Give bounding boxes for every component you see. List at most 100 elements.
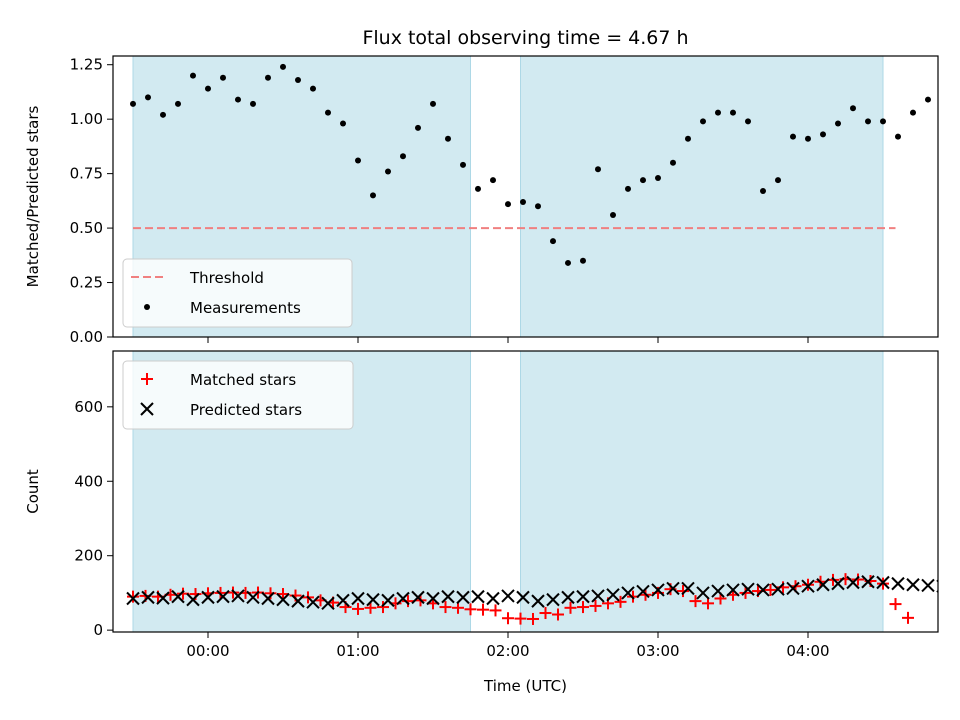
x-a — [936, 579, 938, 583]
legend-predicted-swatch — [140, 402, 154, 416]
matched-stars-point — [514, 612, 527, 625]
measurement-point — [715, 109, 721, 116]
measurement-point — [175, 100, 181, 107]
matched-stars-point — [677, 585, 689, 598]
matched-stars-point — [589, 599, 602, 612]
x-b — [456, 590, 470, 605]
matched-stars-point — [689, 595, 702, 608]
x-b — [846, 575, 860, 590]
y-tick-label: 0.25 — [70, 274, 103, 292]
measurement-point — [220, 74, 226, 81]
x-b — [486, 591, 500, 606]
matched-stars-point — [464, 603, 477, 616]
legend-measurement-swatch — [144, 304, 150, 310]
predicted-stars-point — [786, 581, 800, 596]
x-b — [321, 596, 335, 611]
matched-stars-point — [502, 612, 514, 625]
x-b — [366, 592, 380, 607]
matched-stars-point — [277, 588, 289, 601]
measurement-point — [625, 185, 631, 192]
x-b — [231, 589, 245, 603]
y-axis-label: Count — [24, 469, 42, 514]
x-b — [441, 589, 455, 604]
panel-count: 0 200 400 600 00:00 01:00 02:00 03:00 04:00 Count… — [24, 350, 939, 695]
legend-label: Predicted stars — [190, 401, 302, 419]
x-b — [906, 578, 920, 592]
predicted-stars-point — [756, 583, 770, 597]
y-tick-label: 200 — [74, 547, 103, 565]
matched-stars-point — [402, 595, 414, 608]
predicted-stars-point — [201, 590, 215, 605]
predicted-stars-point — [741, 582, 755, 596]
predicted-stars-point — [726, 583, 740, 597]
predicted-stars-point — [156, 591, 170, 605]
x-b — [936, 589, 938, 593]
x-b — [306, 595, 320, 609]
measurement-point — [400, 153, 406, 160]
y-tick-label: 1.00 — [70, 110, 103, 128]
matched-stars-point — [802, 578, 814, 591]
measurement-point — [940, 103, 946, 109]
predicted-stars-point — [936, 579, 938, 593]
predicted-stars-point — [351, 591, 365, 606]
x-b — [156, 591, 170, 605]
x-b — [351, 591, 365, 606]
x-b — [681, 581, 695, 596]
predicted-stars-point — [876, 575, 890, 590]
legend-label: Matched stars — [190, 371, 296, 389]
axes-frame — [112, 55, 939, 338]
measurement-point — [235, 96, 241, 103]
legend-box — [122, 258, 353, 328]
x-b — [861, 575, 875, 589]
legend-label: Threshold — [189, 269, 264, 287]
predicted-stars-point — [651, 583, 665, 597]
matched-stars-point — [227, 586, 239, 599]
x-tick-label: 00:00 — [186, 642, 229, 660]
predicted-stars-point — [141, 590, 155, 605]
predicted-stars-point — [891, 576, 905, 591]
measurement-point — [475, 185, 481, 192]
measurement-point — [550, 238, 556, 245]
predicted-stars-point — [306, 595, 320, 609]
x-b — [141, 590, 155, 605]
measurement-point — [205, 85, 211, 92]
measurement-point — [760, 188, 766, 195]
measurement-point — [160, 111, 166, 118]
x-tick-label: 03:00 — [636, 642, 679, 660]
predicted-stars-point — [231, 589, 245, 603]
measurement-point — [355, 157, 361, 164]
matched-stars-point — [577, 601, 589, 614]
x-b — [291, 594, 305, 608]
x-b — [606, 588, 620, 602]
x-b — [471, 589, 485, 604]
x-b — [336, 593, 350, 608]
x-b — [741, 582, 755, 596]
predicted-stars-point — [711, 584, 725, 598]
plot-data-layer — [130, 63, 946, 266]
measurement-point — [925, 96, 931, 103]
x-tick-label: 04:00 — [786, 642, 829, 660]
y-tick-label: 0.75 — [70, 165, 103, 183]
x-b — [576, 589, 590, 604]
measurement-point — [640, 177, 646, 184]
predicted-stars-point — [831, 576, 845, 591]
predicted-stars-point — [801, 579, 815, 593]
measurement-point — [325, 109, 331, 116]
observing-interval-band — [520, 55, 884, 338]
legend-label: Measurements — [190, 299, 301, 317]
measurement-point — [895, 133, 901, 140]
predicted-stars-point — [606, 588, 620, 602]
x-b — [201, 590, 215, 605]
measurement-point — [430, 100, 436, 107]
matched-stars-point — [527, 612, 539, 625]
x-b — [666, 581, 680, 596]
predicted-stars-point — [456, 590, 470, 605]
predicted-stars-point — [126, 591, 140, 606]
measurement-point — [310, 85, 316, 92]
measurement-point — [805, 135, 811, 142]
x-b — [831, 576, 845, 591]
predicted-stars-point — [516, 590, 530, 605]
matched-stars-point — [764, 583, 777, 596]
measurement-point — [580, 257, 586, 264]
